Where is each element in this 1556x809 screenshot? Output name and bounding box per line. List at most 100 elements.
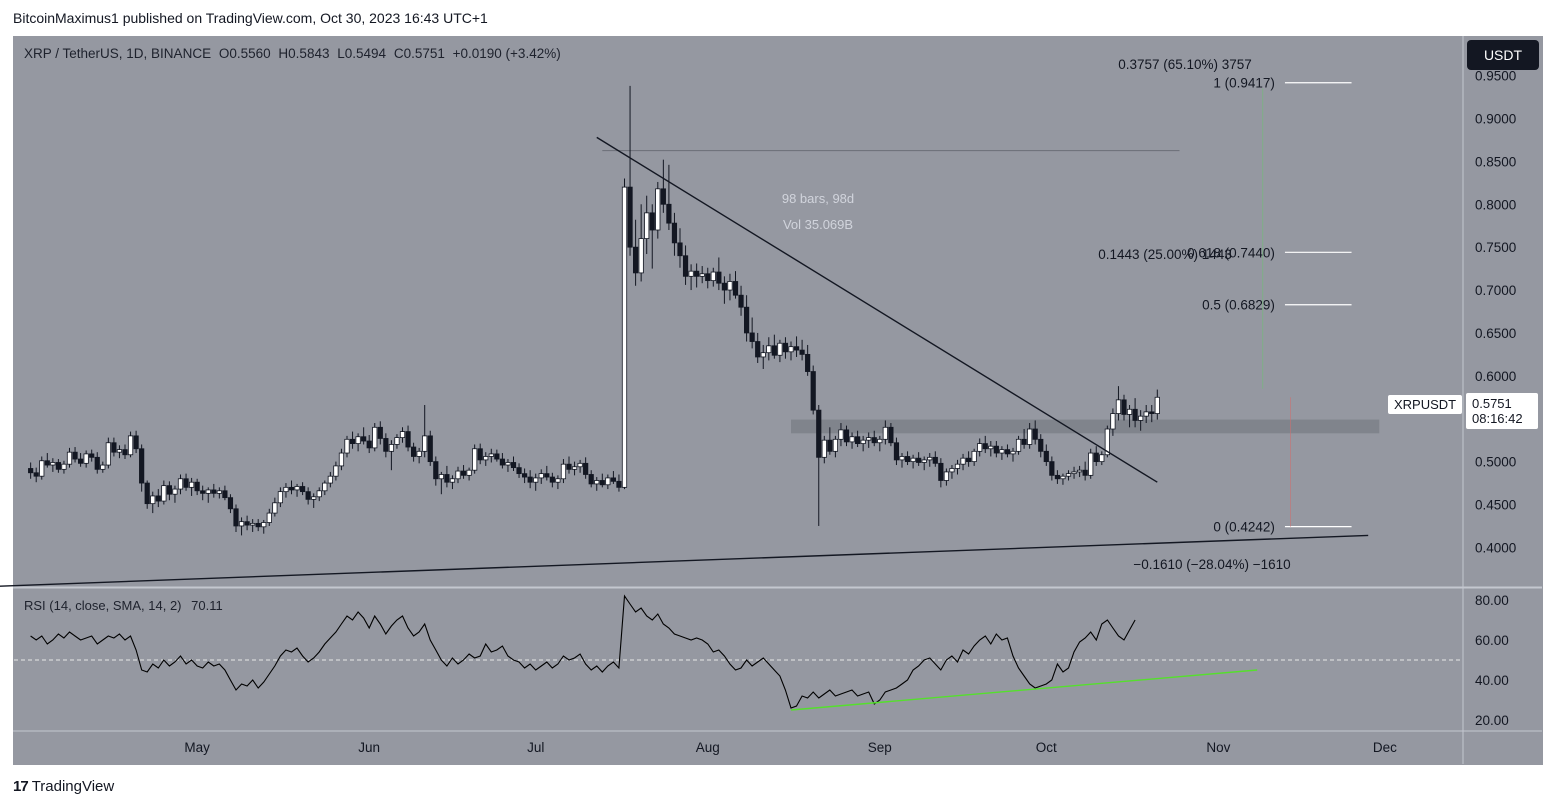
- candle: [1021, 438, 1027, 445]
- candle: [455, 470, 461, 480]
- fib-level-label: 1 (0.9417): [1213, 76, 1275, 91]
- candle: [311, 496, 317, 500]
- candle: [172, 488, 178, 495]
- candle: [422, 435, 428, 452]
- candle: [150, 495, 156, 505]
- range-label-upper: 0.3757 (65.10%) 3757: [1118, 57, 1252, 72]
- candle: [277, 491, 284, 504]
- candle: [749, 332, 755, 342]
- candle: [1149, 411, 1155, 414]
- candle: [699, 273, 705, 277]
- price-tick-label: 0.7500: [1475, 240, 1516, 255]
- candle: [855, 436, 861, 445]
- candle: [122, 449, 128, 456]
- candle: [1027, 428, 1033, 445]
- candle: [316, 490, 322, 498]
- candle: [827, 439, 833, 452]
- candle: [694, 270, 700, 277]
- candle: [771, 345, 777, 356]
- candle: [1065, 473, 1072, 477]
- measure-bars-label: 98 bars, 98d: [782, 191, 854, 206]
- candle: [261, 522, 267, 528]
- price-tick-label: 0.6500: [1475, 326, 1516, 341]
- last-price-value: 0.5751: [1472, 396, 1512, 411]
- candle: [744, 306, 750, 334]
- candle: [488, 453, 494, 457]
- candle: [666, 203, 672, 224]
- candle: [161, 485, 167, 502]
- candle: [1121, 399, 1127, 415]
- candle: [877, 438, 883, 444]
- time-tick-label: Sep: [868, 740, 892, 755]
- ohlc-close: C0.5751: [393, 46, 445, 61]
- candle: [566, 463, 572, 470]
- rsi-tick-label: 40.00: [1475, 673, 1509, 688]
- candle: [460, 470, 467, 476]
- candle: [1088, 452, 1094, 476]
- candle: [560, 463, 567, 480]
- candle: [949, 468, 955, 473]
- candle: [111, 442, 117, 453]
- candle: [299, 486, 306, 493]
- candle: [177, 478, 184, 490]
- publisher-line: BitcoinMaximus1 published on TradingView…: [13, 10, 488, 26]
- candle: [610, 477, 617, 482]
- candle: [233, 508, 239, 527]
- candle: [904, 456, 911, 463]
- candle: [599, 480, 605, 486]
- chart-frame[interactable]: [13, 36, 1543, 765]
- candle: [166, 485, 172, 495]
- candle: [732, 281, 739, 296]
- candle: [144, 482, 150, 505]
- candle: [621, 186, 628, 488]
- descending-trendline: [596, 136, 1158, 483]
- price-tick-label: 0.9500: [1475, 69, 1516, 84]
- candle: [799, 349, 805, 355]
- candle: [971, 450, 977, 463]
- candle: [410, 446, 417, 457]
- candle: [633, 246, 639, 274]
- price-tick-label: 0.4000: [1475, 540, 1516, 555]
- candle: [89, 453, 95, 458]
- candle: [849, 436, 855, 443]
- candle: [1077, 469, 1083, 473]
- candle: [294, 486, 300, 491]
- symbol-title[interactable]: XRP / TetherUS, 1D, BINANCE: [24, 46, 212, 61]
- rsi-legend-label[interactable]: RSI (14, close, SMA, 14, 2): [24, 598, 182, 613]
- candle: [893, 442, 900, 461]
- candle: [327, 475, 333, 484]
- fib-level-label: 0 (0.4242): [1213, 520, 1275, 535]
- rsi-legend-value: 70.11: [191, 598, 223, 613]
- candle: [444, 474, 450, 483]
- candle: [1032, 428, 1038, 440]
- candle: [832, 438, 839, 452]
- candle: [1049, 461, 1055, 476]
- ascending-support-trendline: [0, 534, 1369, 587]
- candle: [577, 462, 583, 468]
- candle: [39, 460, 45, 477]
- candle: [571, 466, 578, 470]
- candle: [28, 468, 34, 474]
- candle: [866, 437, 872, 441]
- ohlc-open: O0.5560: [218, 46, 271, 61]
- price-tick-label: 0.9000: [1475, 111, 1516, 126]
- candle: [999, 449, 1005, 454]
- candle: [727, 281, 733, 291]
- candle: [838, 429, 844, 440]
- candle: [433, 461, 439, 480]
- candle: [338, 452, 345, 467]
- price-tick-label: 0.4500: [1475, 498, 1516, 513]
- candle: [499, 458, 506, 466]
- candle: [677, 242, 683, 257]
- rsi-tick-label: 20.00: [1475, 713, 1509, 728]
- candle: [594, 480, 600, 485]
- candle: [355, 436, 361, 445]
- candle: [272, 502, 278, 514]
- candle: [993, 445, 999, 454]
- last-price-symbol-tag: XRPUSDT: [1388, 395, 1463, 414]
- currency-button[interactable]: USDT: [1467, 40, 1539, 70]
- candle: [322, 482, 328, 492]
- candle: [388, 444, 395, 452]
- rsi-trendline: [790, 669, 1258, 711]
